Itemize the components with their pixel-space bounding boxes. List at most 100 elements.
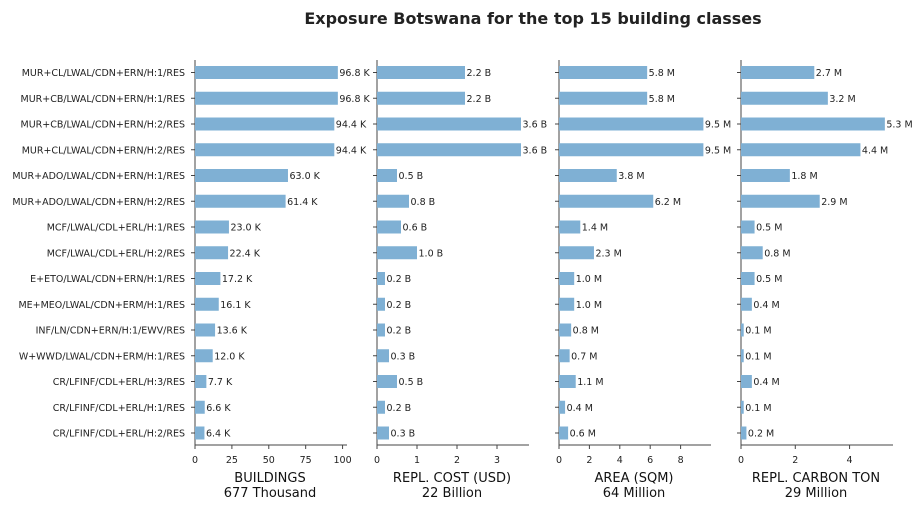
- bar-value-label: 0.8 M: [764, 248, 790, 259]
- bar: [377, 349, 389, 363]
- bar-value-label: 6.6 K: [206, 403, 231, 414]
- bar-value-label: 4.4 M: [862, 145, 888, 156]
- bar: [741, 272, 755, 285]
- bar: [195, 426, 205, 440]
- bar-value-label: 0.5 M: [756, 223, 782, 234]
- x-axis-total: 29 Million: [785, 486, 848, 501]
- bar: [377, 400, 385, 414]
- x-tick-label: 0: [738, 455, 744, 466]
- bar: [195, 117, 335, 131]
- bar: [559, 91, 648, 105]
- bar-value-label: 0.8 M: [573, 326, 599, 337]
- bar: [195, 66, 338, 79]
- bar: [741, 375, 752, 388]
- bar-value-label: 0.5 M: [756, 274, 782, 285]
- x-tick-label: 2: [454, 455, 460, 466]
- bar: [559, 66, 648, 79]
- bar-value-label: 0.1 M: [745, 351, 771, 362]
- bar: [559, 375, 576, 388]
- x-tick-label: 0: [374, 455, 380, 466]
- x-axis-label: REPL. COST (USD): [393, 471, 511, 486]
- bar-value-label: 96.8 K: [339, 94, 370, 105]
- bar: [195, 323, 216, 337]
- bar-value-label: 5.8 M: [649, 94, 675, 105]
- bar: [377, 169, 397, 182]
- x-tick-label: 50: [263, 455, 275, 466]
- bar: [377, 426, 389, 440]
- bar: [559, 272, 575, 285]
- bar: [741, 246, 763, 260]
- bar: [195, 220, 229, 234]
- bar-value-label: 0.1 M: [745, 326, 771, 337]
- bar: [195, 272, 221, 285]
- category-labels: MUR+CL/LWAL/CDN+ERN/H:1/RES MUR+CB/LWAL/C…: [12, 68, 185, 440]
- bar: [377, 66, 465, 79]
- x-tick-label: 75: [300, 455, 312, 466]
- bar-value-label: 94.4 K: [336, 145, 367, 156]
- bar: [559, 220, 581, 234]
- bar: [377, 143, 521, 157]
- bar-value-label: 0.7 M: [571, 351, 597, 362]
- bar: [559, 426, 569, 440]
- bar-value-label: 94.4 K: [336, 120, 367, 131]
- bar: [377, 272, 385, 285]
- bar-value-label: 0.3 B: [391, 351, 416, 362]
- bar-value-label: 0.5 B: [399, 377, 424, 388]
- bar: [741, 194, 820, 208]
- bar-value-label: 0.8 B: [411, 197, 436, 208]
- bar: [195, 143, 335, 157]
- x-tick-label: 25: [226, 455, 238, 466]
- bar: [377, 220, 401, 234]
- bar: [195, 349, 213, 363]
- category-label: MUR+ADO/LWAL/CDN+ERN/H:2/RES: [12, 197, 185, 208]
- chart-title: Exposure Botswana for the top 15 buildin…: [304, 9, 761, 28]
- category-label: MUR+CL/LWAL/CDN+ERN/H:1/RES: [22, 68, 185, 79]
- bar: [741, 400, 744, 414]
- bar-value-label: 2.9 M: [821, 197, 847, 208]
- bar-value-label: 61.4 K: [287, 197, 318, 208]
- bar: [195, 194, 286, 208]
- category-label: CR/LFINF/CDL+ERL/H:3/RES: [53, 377, 185, 388]
- category-label: CR/LFINF/CDL+ERL/H:1/RES: [53, 403, 185, 414]
- x-tick-label: 0: [192, 455, 198, 466]
- category-label: INF/LN/CDN+ERN/H:1/EWV/RES: [36, 326, 185, 337]
- x-axis-label: BUILDINGS: [234, 471, 305, 486]
- x-tick-label: 6: [647, 455, 653, 466]
- bar: [195, 297, 219, 311]
- bar-value-label: 3.6 B: [523, 145, 548, 156]
- panel-4: 2.7 M 3.2 M 5.3 M 4.4 M 1.8 M 2.9 M 0.5 M 0.8 M…: [737, 60, 913, 501]
- bar: [741, 91, 828, 105]
- category-label: MCF/LWAL/CDL+ERL/H:2/RES: [47, 248, 185, 259]
- x-tick-label: 4: [617, 455, 623, 466]
- bar: [741, 349, 744, 363]
- bar: [195, 375, 207, 388]
- bar-value-label: 0.5 B: [399, 171, 424, 182]
- bar-value-label: 0.1 M: [745, 403, 771, 414]
- bar: [377, 246, 417, 260]
- bar-value-label: 2.3 M: [595, 248, 621, 259]
- bar-value-label: 1.4 M: [582, 223, 608, 234]
- bar: [559, 169, 617, 182]
- x-axis-label: AREA (SQM): [594, 471, 673, 486]
- x-tick-label: 3: [494, 455, 500, 466]
- bar: [377, 297, 385, 311]
- bar: [377, 91, 465, 105]
- bar-value-label: 3.6 B: [523, 120, 548, 131]
- bar-value-label: 63.0 K: [289, 171, 320, 182]
- bar-value-label: 5.8 M: [649, 68, 675, 79]
- bar: [195, 246, 229, 260]
- category-label: E+ETO/LWAL/CDN+ERN/H:1/RES: [30, 274, 185, 285]
- bar: [559, 323, 572, 337]
- x-axis-total: 22 Billion: [422, 486, 482, 501]
- bar-value-label: 16.1 K: [220, 300, 251, 311]
- bar: [559, 349, 570, 363]
- bar: [559, 143, 704, 157]
- bar-value-label: 0.2 B: [387, 300, 412, 311]
- category-label: MCF/LWAL/CDL+ERL/H:1/RES: [47, 223, 185, 234]
- bar-value-label: 1.0 B: [419, 248, 444, 259]
- category-label: MUR+CB/LWAL/CDN+ERN/H:2/RES: [21, 120, 186, 131]
- x-tick-label: 1: [414, 455, 420, 466]
- bar: [741, 117, 885, 131]
- bar-value-label: 12.0 K: [214, 351, 245, 362]
- category-label: CR/LFINF/CDL+ERL/H:2/RES: [53, 429, 185, 440]
